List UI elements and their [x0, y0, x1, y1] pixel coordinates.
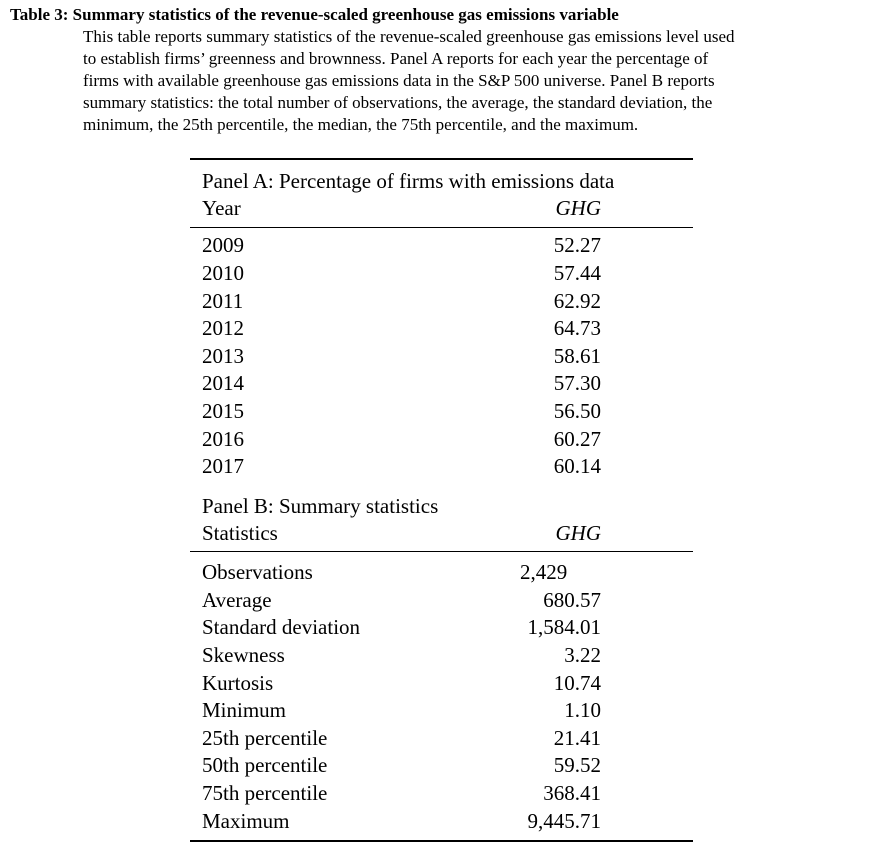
panel-a-col-year: Year: [202, 196, 241, 220]
summary-table: Panel A: Percentage of firms with emissi…: [190, 158, 693, 844]
panel-a-row-value: 60.27: [553, 427, 601, 451]
panel-b-row-label: 25th percentile: [202, 726, 328, 750]
panel-b-col-ghg: GHG: [555, 521, 602, 545]
panel-b-row-value: 3.22: [564, 643, 601, 667]
caption-line: minimum, the 25th percentile, the median…: [83, 115, 639, 134]
panel-a-title: Panel A: Percentage of firms with emissi…: [202, 169, 615, 193]
panel-b-header-rule: [190, 551, 693, 552]
panel-a-row-value: 64.73: [553, 316, 601, 340]
panel-a-row-label: 2014: [202, 371, 244, 395]
caption-line: firms with available greenhouse gas emis…: [83, 71, 715, 90]
panel-a-row-label: 2016: [202, 427, 244, 451]
panel-a-row-label: 2015: [202, 399, 244, 423]
panel-a-col-ghg: GHG: [555, 196, 602, 220]
panel-b-row-value: 1,584.01: [527, 615, 602, 639]
panel-a-row-value: 58.61: [553, 344, 601, 368]
panel-a-row-label: 2017: [202, 454, 244, 478]
panel-b-row-value: 680.57: [543, 588, 601, 612]
panel-b-row-label: Kurtosis: [202, 671, 274, 695]
panel-b-title: Panel B: Summary statistics: [202, 494, 439, 518]
panel-b-row-label: Minimum: [202, 698, 287, 722]
panel-b-row-value: 59.52: [553, 753, 601, 777]
panel-b-row-value: 9,445.71: [527, 809, 602, 833]
caption-line: summary statistics: the total number of …: [83, 93, 713, 112]
panel-a-row-label: 2011: [202, 289, 244, 313]
top-rule: [190, 158, 693, 160]
panel-b-row-label: Maximum: [202, 809, 290, 833]
panel-b-row-label: Average: [202, 588, 272, 612]
panel-b-row-label: Skewness: [202, 643, 285, 667]
panel-b-row-value: 2,429: [520, 560, 568, 584]
panel-a-row-value: 62.92: [553, 289, 601, 313]
panel-b-row-value: 368.41: [543, 781, 601, 805]
panel-b-row-value: 21.41: [553, 726, 601, 750]
panel-b-row-value: 1.10: [564, 698, 601, 722]
panel-b-col-statistics: Statistics: [202, 521, 278, 545]
caption-heading: Table 3: Summary statistics of the reven…: [10, 4, 875, 26]
caption-body: This table reports summary statistics of…: [83, 26, 875, 136]
caption-title: Summary statistics of the revenue-scaled…: [72, 5, 619, 24]
panel-a-row-label: 2013: [202, 344, 244, 368]
panel-a-row-label: 2010: [202, 261, 244, 285]
panel-a-row-value: 56.50: [553, 399, 601, 423]
panel-b-row-value: 10.74: [553, 671, 601, 695]
panel-b-row-label: Standard deviation: [202, 615, 361, 639]
panel-b-row-label: Observations: [202, 560, 313, 584]
caption-line: to establish firms’ greenness and brownn…: [83, 49, 709, 68]
panel-a-row-value: 57.44: [553, 261, 601, 285]
panel-b-row-label: 50th percentile: [202, 753, 328, 777]
caption-line: This table reports summary statistics of…: [83, 27, 735, 46]
panel-a-row-value: 52.27: [553, 233, 601, 257]
panel-a-row-label: 2012: [202, 316, 244, 340]
panel-a-header-rule: [190, 227, 693, 228]
panel-a-row-value: 57.30: [553, 371, 601, 395]
panel-b-row-label: 75th percentile: [202, 781, 328, 805]
caption-label: Table 3:: [10, 5, 69, 24]
panel-a-row-value: 60.14: [553, 454, 601, 478]
panel-a-row-label: 2009: [202, 233, 244, 257]
table-caption: Table 3: Summary statistics of the reven…: [10, 4, 875, 136]
bottom-rule: [190, 840, 693, 842]
